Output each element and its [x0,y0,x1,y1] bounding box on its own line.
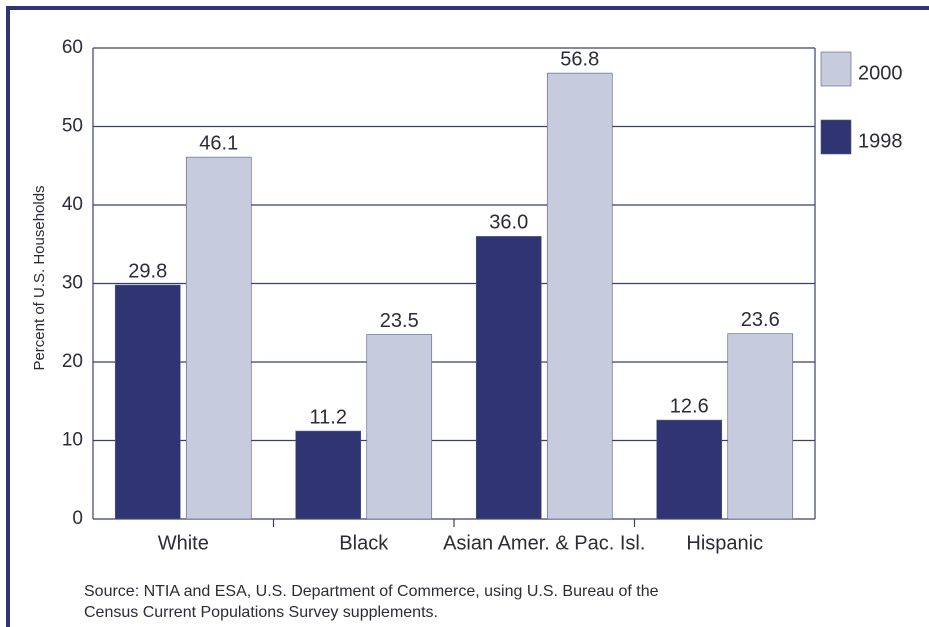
source-line: Census Current Populations Survey supple… [84,604,438,621]
bar [656,419,723,520]
bar [546,72,613,520]
legend-label: 2000 [858,62,903,84]
bar [114,284,181,520]
x-tick-label: Black [339,532,389,554]
frame [6,6,929,627]
y-axis-label: Percent of U.S. Households [31,185,48,370]
y-tick-label: 30 [62,273,83,294]
x-tick-label: White [158,532,209,554]
bar [727,333,794,520]
legend-swatch [820,119,852,155]
value-label: 46.1 [199,132,238,154]
y-tick-label: 0 [72,508,83,529]
bar [295,430,362,520]
y-tick-label: 50 [62,116,83,137]
legend-swatch [820,51,852,87]
bar [475,236,542,520]
value-label: 36.0 [489,212,528,234]
y-tick-label: 60 [62,37,83,58]
bar [366,334,433,520]
y-tick-label: 40 [62,194,83,215]
value-label: 23.5 [380,310,419,332]
y-tick-label: 20 [62,351,83,372]
value-label: 29.8 [128,260,167,282]
legend-label: 1998 [858,130,903,152]
x-tick-label: Hispanic [686,532,763,554]
bar [185,156,252,520]
value-label: 11.2 [310,406,347,428]
source-line: Source: NTIA and ESA, U.S. Department of… [84,583,659,600]
value-label: 23.6 [741,309,780,331]
y-tick-label: 10 [62,430,83,451]
value-label: 56.8 [560,48,599,70]
value-label: 12.6 [670,395,709,417]
x-tick-label: Asian Amer. & Pac. Isl. [443,532,645,554]
